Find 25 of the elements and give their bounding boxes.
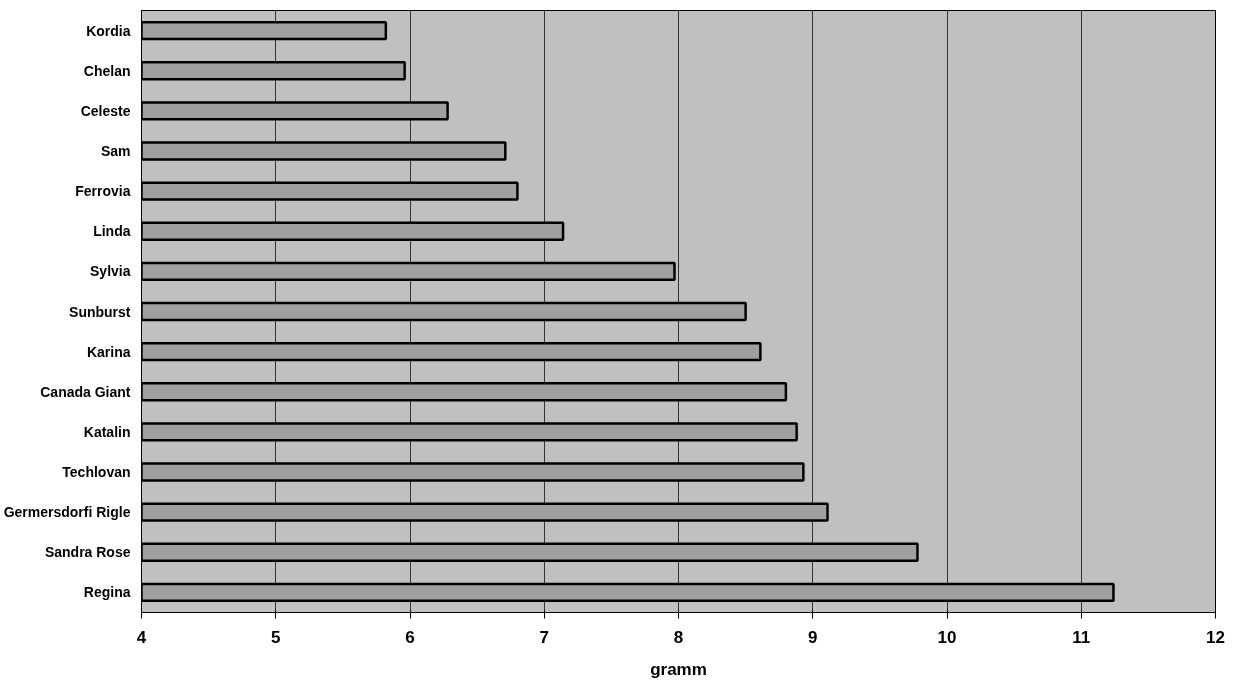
y-tick-label: Regina	[83, 584, 131, 601]
x-tick-label: 11	[1072, 627, 1091, 647]
x-tick-label: 8	[673, 627, 684, 647]
y-tick-label: Sunburst	[69, 303, 131, 320]
y-tick-label: Canada Giant	[40, 383, 131, 400]
x-tick-label: 10	[937, 627, 957, 647]
x-tick-label: 6	[405, 627, 415, 647]
x-tick-label: 4	[136, 627, 147, 647]
y-tick-label: Techlovan	[62, 464, 131, 481]
y-tick-label: Kordia	[86, 22, 131, 39]
y-tick-label: Sandra Rose	[44, 544, 131, 561]
y-tick-label: Germersdorfi Rigle	[3, 504, 131, 521]
x-tick-label: 12	[1206, 627, 1225, 647]
x-tick-label: 9	[808, 627, 818, 647]
y-tick-label: Linda	[93, 223, 131, 240]
y-tick-label: Sylvia	[90, 263, 131, 280]
y-tick-label: Chelan	[83, 62, 131, 79]
y-tick-label: Karina	[86, 343, 131, 360]
y-tick-label: Sam	[100, 142, 131, 159]
y-tick-label: Ferrovia	[75, 183, 131, 200]
x-axis-title: gramm	[650, 659, 707, 679]
x-tick-label: 7	[539, 627, 549, 647]
y-tick-label: Celeste	[80, 102, 131, 119]
y-tick-label: Katalin	[83, 423, 131, 440]
x-tick-label: 5	[271, 627, 281, 647]
